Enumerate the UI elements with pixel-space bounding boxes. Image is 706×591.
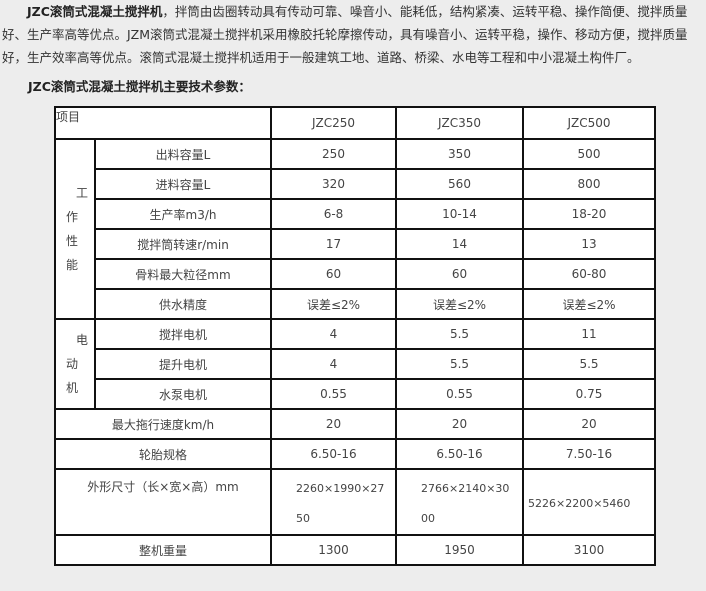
table-row: 进料容量L 320 560 800 xyxy=(55,168,656,200)
table-row: 生产率m3/h 6-8 10-14 18-20 xyxy=(55,198,656,230)
cell-value: 0.75 xyxy=(522,378,656,410)
table-header-row: 项目 JZC250 JZC350 JZC500 xyxy=(54,106,656,140)
row-label: 提升电机 xyxy=(94,348,272,380)
row-label: 生产率m3/h xyxy=(94,198,272,230)
cell-value: 误差≤2% xyxy=(270,288,397,320)
cell-value: 5226×2200×5460 xyxy=(522,468,656,536)
cell-value: 14 xyxy=(395,228,524,260)
row-label: 出料容量L xyxy=(94,138,272,170)
cell-value: 6-8 xyxy=(270,198,397,230)
group-label-char: 动 xyxy=(66,357,79,371)
cell-value: 13 xyxy=(522,228,656,260)
cell-value: 5.5 xyxy=(522,348,656,380)
table-row: 外形尺寸（长×宽×高）mm 2260×1990×2750 2766×2140×300… xyxy=(54,468,656,536)
cell-value: 60 xyxy=(395,258,524,290)
cell-value: 60-80 xyxy=(522,258,656,290)
row-label: 轮胎规格 xyxy=(54,438,272,470)
row-label: 进料容量L xyxy=(94,168,272,200)
cell-value: 0.55 xyxy=(395,378,524,410)
header-model: JZC250 xyxy=(270,106,397,140)
row-label: 搅拌电机 xyxy=(94,318,272,350)
cell-value: 4 xyxy=(270,318,397,350)
group-label-char: 电 xyxy=(75,333,88,347)
cell-value: 2260×1990×2750 xyxy=(270,468,397,536)
cell-value: 350 xyxy=(395,138,524,170)
cell-value: 5.5 xyxy=(395,348,524,380)
group-label-char: 性 xyxy=(66,234,79,248)
cell-value: 20 xyxy=(395,408,524,440)
cell-value: 5.5 xyxy=(395,318,524,350)
table-row: 电动机搅拌电机 4 5.5 11 xyxy=(54,318,656,410)
row-label: 搅拌筒转速r/min xyxy=(94,228,272,260)
table-row: 搅拌筒转速r/min 17 14 13 xyxy=(55,228,656,260)
row-label: 最大拖行速度km/h xyxy=(54,408,272,440)
cell-value: 10-14 xyxy=(395,198,524,230)
cell-value: 0.55 xyxy=(270,378,397,410)
header-model: JZC350 xyxy=(395,106,524,140)
group-label: 工作性能 xyxy=(54,138,96,320)
cell-value: 4 xyxy=(270,348,397,380)
cell-value: 误差≤2% xyxy=(395,288,524,320)
table-row: 整机重量 1300 1950 3100 xyxy=(54,534,656,566)
cell-value: 误差≤2% xyxy=(522,288,656,320)
cell-value: 60 xyxy=(270,258,397,290)
cell-value: 320 xyxy=(270,168,397,200)
table-row: 提升电机 4 5.5 5.5 xyxy=(55,348,656,380)
table-row: 水泵电机 0.55 0.55 0.75 xyxy=(55,378,656,410)
cell-value: 17 xyxy=(270,228,397,260)
group-label-char: 能 xyxy=(66,258,79,272)
row-label: 水泵电机 xyxy=(94,378,272,410)
section-heading: JZC滚筒式混凝土搅拌机主要技术参数： xyxy=(28,79,251,94)
group-label-char: 工 xyxy=(75,186,88,200)
table-row: 工作性能出料容量L 250 350 500 xyxy=(54,138,656,320)
spec-table: 项目 JZC250 JZC350 JZC500 工作性能出料容量L 250 350 5… xyxy=(54,106,656,566)
group-label: 电动机 xyxy=(54,318,96,410)
cell-value: 1950 xyxy=(395,534,524,566)
cell-value: 20 xyxy=(270,408,397,440)
row-label: 外形尺寸（长×宽×高）mm xyxy=(54,468,272,536)
group-label-char: 机 xyxy=(66,381,79,395)
cell-value: 6.50-16 xyxy=(395,438,524,470)
row-label: 供水精度 xyxy=(94,288,272,320)
intro-paragraph: JZC滚筒式混凝土搅拌机，拌筒由齿圈转动具有传动可靠、噪音小、能耗低，结构紧凑、… xyxy=(0,0,706,69)
group-label-char: 作 xyxy=(66,210,79,224)
row-label: 骨料最大粒径mm xyxy=(94,258,272,290)
table-row: 骨料最大粒径mm 60 60 60-80 xyxy=(55,258,656,290)
cell-value: 560 xyxy=(395,168,524,200)
table-row: 最大拖行速度km/h 20 20 20 xyxy=(54,408,656,440)
header-model: JZC500 xyxy=(522,106,656,140)
table-row: 供水精度 误差≤2% 误差≤2% 误差≤2% xyxy=(55,288,656,320)
cell-value: 18-20 xyxy=(522,198,656,230)
cell-value: 800 xyxy=(522,168,656,200)
cell-value: 6.50-16 xyxy=(270,438,397,470)
cell-value: 11 xyxy=(522,318,656,350)
cell-value: 3100 xyxy=(522,534,656,566)
cell-value: 7.50-16 xyxy=(522,438,656,470)
cell-value: 20 xyxy=(522,408,656,440)
cell-value: 1300 xyxy=(270,534,397,566)
cell-value: 500 xyxy=(522,138,656,170)
cell-value: 250 xyxy=(270,138,397,170)
intro-bold-lead: JZC滚筒式混凝土搅拌机 xyxy=(27,4,163,19)
intro-text: ，拌筒由齿圈转动具有传动可靠、噪音小、能耗低，结构紧凑、运转平稳、操作简便、搅拌… xyxy=(2,4,688,65)
header-item: 项目 xyxy=(54,106,272,140)
cell-value: 2766×2140×3000 xyxy=(395,468,524,536)
table-row: 轮胎规格 6.50-16 6.50-16 7.50-16 xyxy=(54,438,656,470)
row-label: 整机重量 xyxy=(54,534,272,566)
